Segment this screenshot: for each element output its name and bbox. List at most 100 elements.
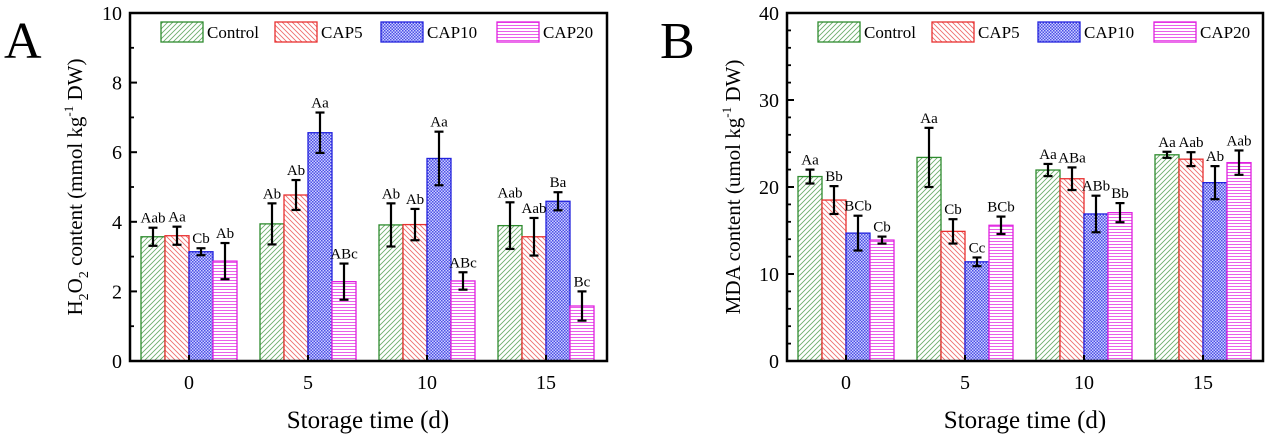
y-label-part: DW) <box>63 59 87 106</box>
legend: Control CAP5 CAP10 CAP20 <box>817 21 1250 43</box>
significance-label: Cb <box>873 220 891 236</box>
y-label-part: H <box>63 300 87 315</box>
bar-cap10 <box>188 251 214 362</box>
significance-label: Ab <box>287 163 305 179</box>
bar-cap20 <box>450 280 476 362</box>
legend-swatch-cap20 <box>496 21 540 43</box>
x-tick-label: 0 <box>841 372 851 394</box>
y-label-part: DW) <box>721 60 745 107</box>
y-tick-label: 30 <box>759 90 779 112</box>
legend-label: Control <box>864 23 916 42</box>
x-tick-label: 0 <box>184 372 194 394</box>
significance-label: Cc <box>969 240 986 256</box>
axes: 0 10 20 30 40 0 5 10 15 <box>759 3 1265 394</box>
y-tick-label: 0 <box>769 351 779 373</box>
significance-label: Aa <box>311 96 329 112</box>
y-tick-label: 2 <box>112 281 122 303</box>
bar-cap5 <box>402 223 428 362</box>
x-tick-label: 15 <box>1193 372 1213 394</box>
y-label-superscript: -1 <box>61 106 76 117</box>
x-tick-label: 5 <box>960 372 970 394</box>
significance-label: Ab <box>406 192 424 208</box>
significance-label: Aa <box>430 115 448 131</box>
bar-cap5 <box>821 199 847 362</box>
y-tick-label: 20 <box>759 177 779 199</box>
x-axis-label: Storage time (d) <box>287 407 449 434</box>
bar-cap20 <box>988 224 1014 362</box>
significance-label: Aab <box>141 211 166 227</box>
bar-cap10 <box>545 200 571 362</box>
legend-label: CAP10 <box>427 23 477 42</box>
bar-control <box>1154 154 1180 362</box>
y-tick-label: 4 <box>112 212 122 234</box>
bar-cap5 <box>1059 178 1085 362</box>
significance-label: Ab <box>382 186 400 202</box>
significance-label: Cb <box>192 231 210 247</box>
significance-label: Aab <box>498 185 523 201</box>
x-tick-label: 5 <box>303 372 313 394</box>
x-axis-label: Storage time (d) <box>944 407 1106 434</box>
significance-label: ABa <box>1058 150 1086 166</box>
y-tick-label: 8 <box>112 73 122 95</box>
significance-label: Aab <box>522 201 547 217</box>
y-tick-label: 6 <box>112 142 122 164</box>
significance-label: Bb <box>825 169 843 185</box>
bar-cap20 <box>869 239 895 362</box>
y-tick-label: 10 <box>102 3 122 25</box>
significance-label: Aab <box>1179 135 1204 151</box>
legend-swatch-cap5 <box>931 21 975 43</box>
panel-b: B AaAaAaAaBbCbABaAabBCbCcABbAbCbBCbBbAab… <box>660 3 1265 434</box>
y-tick-label: 10 <box>759 264 779 286</box>
significance-label: Bc <box>574 274 591 290</box>
bar-cap20 <box>1226 161 1252 362</box>
significance-label: Aa <box>801 153 819 169</box>
bar-cap5 <box>521 236 547 362</box>
bar-control <box>259 223 285 362</box>
significance-label: Ba <box>550 175 567 191</box>
y-label-superscript: -1 <box>719 107 734 118</box>
significance-label: ABc <box>330 247 358 263</box>
y-label-subscript: 2 <box>77 293 92 300</box>
y-axis-label: MDA content (umol kg-1 DW) <box>719 60 745 315</box>
y-label-part: content (mmol kg <box>63 116 87 271</box>
y-label-part: MDA content (umol kg <box>721 117 745 314</box>
bar-cap10 <box>307 132 333 362</box>
significance-label: BCb <box>987 200 1015 216</box>
bar-cap20 <box>1107 212 1133 362</box>
significance-label: ABc <box>449 255 477 271</box>
x-tick-label: 15 <box>536 372 556 394</box>
panel-label: B <box>660 13 695 70</box>
significance-label: Ab <box>263 186 281 202</box>
bar-cap5 <box>1178 158 1204 362</box>
bar-control <box>140 236 166 362</box>
significance-label: Bb <box>1111 186 1129 202</box>
bar-cap5 <box>164 235 190 362</box>
y-axis-label: H2O2 content (mmol kg-1 DW) <box>61 59 92 316</box>
legend-label: CAP10 <box>1084 23 1134 42</box>
legend-label: CAP5 <box>978 23 1020 42</box>
legend-swatch-control <box>160 21 204 43</box>
significance-label: Cb <box>944 202 962 218</box>
bar-control <box>1035 169 1061 362</box>
significance-label: Aa <box>1039 147 1057 163</box>
bar-cap10 <box>1083 213 1109 362</box>
legend-swatch-cap20 <box>1153 21 1197 43</box>
bar-control <box>916 156 942 362</box>
x-tick-label: 10 <box>417 372 437 394</box>
bar-cap10 <box>426 157 452 362</box>
y-label-subscript: 2 <box>77 271 92 278</box>
significance-label: ABb <box>1082 179 1110 195</box>
panel-label: A <box>4 13 42 70</box>
significance-label: Ab <box>1206 149 1224 165</box>
bar-cap5 <box>940 230 966 362</box>
significance-label: Aa <box>1158 135 1176 151</box>
legend-swatch-cap10 <box>380 21 424 43</box>
y-tick-label: 0 <box>112 351 122 373</box>
legend-label: Control <box>207 23 259 42</box>
legend-swatch-cap5 <box>274 21 318 43</box>
bar-cap10 <box>845 232 871 362</box>
bar-cap5 <box>283 194 309 362</box>
